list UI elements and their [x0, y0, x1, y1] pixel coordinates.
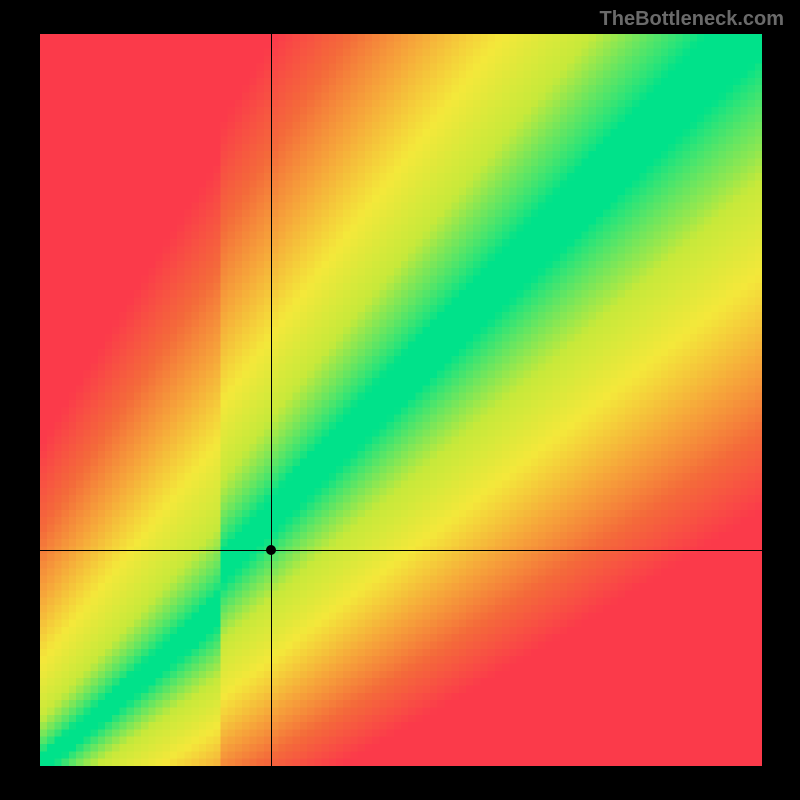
crosshair-marker	[266, 545, 276, 555]
crosshair-vertical	[271, 34, 272, 766]
heatmap-plot	[40, 34, 762, 766]
watermark-text: TheBottleneck.com	[600, 8, 784, 31]
crosshair-horizontal	[40, 550, 762, 551]
chart-container: { "watermark": { "text": "TheBottleneck.…	[0, 0, 800, 800]
heatmap-canvas	[40, 34, 762, 766]
